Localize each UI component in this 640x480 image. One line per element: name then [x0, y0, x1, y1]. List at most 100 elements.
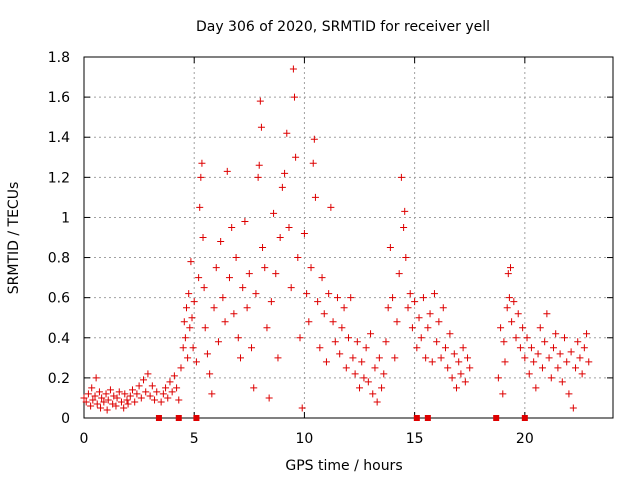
data-point	[142, 388, 150, 396]
data-point	[135, 382, 143, 390]
data-point	[95, 388, 103, 396]
data-point	[512, 334, 520, 342]
data-point	[459, 344, 467, 352]
y-axis-label: SRMTID / TECUs	[6, 182, 22, 295]
chart-title: Day 306 of 2020, SRMTID for receiver yel…	[196, 19, 490, 35]
data-point	[234, 334, 242, 342]
data-point	[545, 354, 553, 362]
data-point	[186, 324, 194, 332]
data-point	[182, 304, 190, 312]
data-point	[166, 378, 174, 386]
data-point	[214, 338, 222, 346]
data-point	[123, 396, 131, 404]
data-point	[294, 254, 302, 262]
data-point	[289, 65, 297, 73]
y-tick-label: 1	[61, 210, 70, 226]
data-point	[375, 354, 383, 362]
zero-marker	[493, 415, 500, 421]
data-point	[292, 153, 300, 161]
data-point	[561, 334, 569, 342]
data-point	[88, 384, 96, 392]
data-point	[417, 334, 425, 342]
data-point	[424, 324, 432, 332]
data-point	[314, 298, 322, 306]
data-point	[395, 270, 403, 278]
data-point	[239, 284, 247, 292]
data-point	[278, 183, 286, 191]
data-point	[243, 304, 251, 312]
y-tick-label: 0.6	[48, 291, 70, 307]
data-point	[585, 358, 593, 366]
data-point	[342, 364, 350, 372]
data-point	[217, 238, 225, 246]
data-point	[250, 384, 258, 392]
data-point	[519, 324, 527, 332]
data-point	[232, 254, 240, 262]
data-point	[494, 374, 502, 382]
data-point	[305, 318, 313, 326]
data-point	[408, 324, 416, 332]
data-point	[441, 344, 449, 352]
data-point	[549, 344, 557, 352]
data-point	[203, 350, 211, 358]
y-tick-label: 0	[61, 411, 70, 427]
data-point	[362, 344, 370, 352]
data-point	[307, 264, 315, 272]
data-point	[208, 390, 216, 398]
zero-marker	[193, 415, 200, 421]
data-point	[503, 304, 511, 312]
data-point	[404, 304, 412, 312]
data-point	[164, 394, 172, 402]
data-point	[353, 338, 361, 346]
data-point	[189, 344, 197, 352]
data-point	[347, 294, 355, 302]
data-point	[380, 370, 388, 378]
data-point	[219, 294, 227, 302]
data-points	[80, 65, 593, 421]
data-point	[197, 173, 205, 181]
data-point	[144, 370, 152, 378]
data-point	[102, 390, 110, 398]
plot-frame	[83, 56, 614, 419]
data-point	[310, 135, 318, 143]
data-point	[369, 390, 377, 398]
data-point	[402, 254, 410, 262]
data-point	[311, 193, 319, 201]
data-point	[543, 310, 551, 318]
data-point	[185, 290, 193, 298]
data-point	[93, 400, 101, 408]
data-point	[175, 396, 183, 404]
data-point	[159, 390, 167, 398]
data-point	[196, 203, 204, 211]
data-point	[137, 394, 145, 402]
data-point	[552, 330, 560, 338]
data-point	[461, 378, 469, 386]
data-point	[252, 290, 260, 298]
data-point	[276, 234, 284, 241]
data-point	[516, 344, 524, 352]
data-point	[298, 404, 306, 412]
data-point	[541, 338, 549, 346]
data-point	[316, 344, 324, 352]
data-point	[373, 398, 381, 406]
data-point	[117, 398, 125, 406]
data-point	[439, 304, 447, 312]
data-point	[87, 402, 95, 410]
data-point	[391, 354, 399, 362]
data-point	[303, 290, 311, 298]
data-point	[345, 334, 352, 342]
data-point	[223, 167, 231, 175]
data-point	[386, 244, 394, 252]
data-point	[181, 334, 189, 342]
data-point	[400, 223, 408, 231]
data-point	[415, 314, 423, 322]
data-point	[514, 310, 522, 318]
x-tick-label: 20	[516, 431, 534, 447]
data-point	[532, 384, 540, 392]
data-point	[446, 330, 454, 338]
data-point	[497, 324, 505, 332]
data-point	[329, 318, 337, 326]
data-point	[406, 290, 414, 298]
data-point	[263, 324, 271, 332]
